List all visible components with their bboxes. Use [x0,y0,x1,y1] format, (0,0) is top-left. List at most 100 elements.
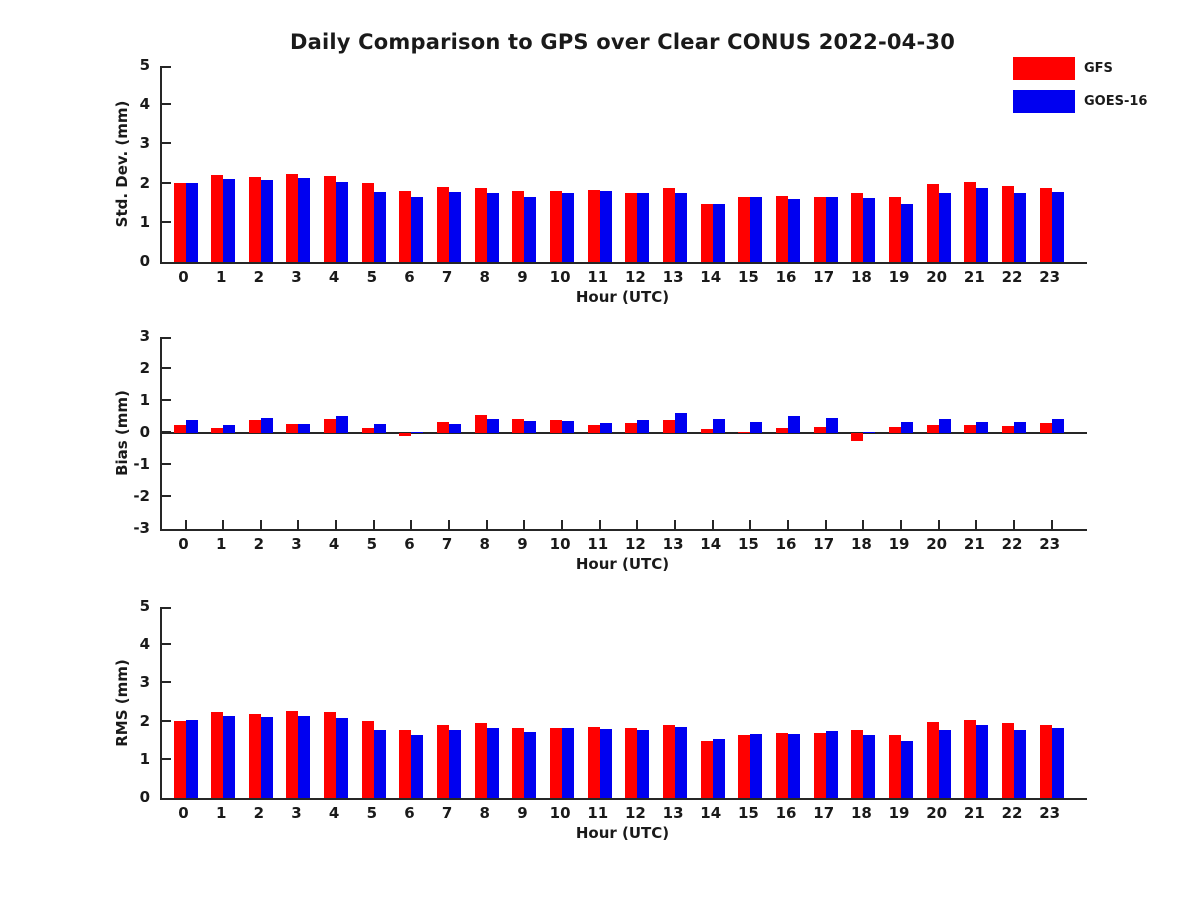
bar-gfs [738,432,751,433]
bar-gfs [587,189,600,262]
x-tick-label: 13 [662,535,684,553]
x-tick-label: 3 [291,535,302,553]
x-tick-label: 12 [624,804,646,822]
bar-goes16 [373,192,386,262]
bar-goes16 [260,179,273,262]
x-tick-label: 15 [737,535,759,553]
bar-gfs [663,725,676,798]
subplot-rms: RMS (mm) Hour (UTC) 0 1 2 3 4 5 0 1 2 3 4 5 6 7 8 9 10 11… [0,599,1200,868]
bar-gfs [361,183,374,262]
bar-gfs [776,428,789,433]
y-tick-label: -1 [133,455,150,473]
bar-goes16 [260,418,273,433]
bar-gfs [399,190,412,262]
y-axis-label-std-dev: Std. Dev. (mm) [113,100,131,228]
bar-goes16 [1051,418,1064,433]
bar-goes16 [486,192,499,262]
bar-gfs [512,728,525,798]
bar-goes16 [750,422,763,433]
bar-gfs [550,419,563,433]
x-tick-label: 6 [404,268,415,286]
bar-goes16 [524,196,537,262]
bar-goes16 [1051,192,1064,262]
bar-gfs [625,728,638,798]
bar-gfs [776,733,789,798]
bar-gfs [474,188,487,262]
x-tick-label: 5 [366,804,378,822]
bar-gfs [550,191,563,262]
x-tick-label: 9 [517,535,528,553]
bar-gfs [738,197,751,262]
x-tick-label: 8 [479,535,490,553]
x-tick-label: 7 [441,804,453,822]
bar-gfs [813,733,826,798]
bar-gfs [926,183,939,262]
bar-goes16 [675,726,688,798]
x-tick-label: 8 [479,804,490,822]
bar-goes16 [712,418,725,433]
y-tick-mark [162,337,171,339]
x-axis-label-rms: Hour (UTC) [575,824,670,842]
y-tick-mark [162,607,171,609]
x-tick-mark [448,520,451,529]
bar-gfs [211,712,224,798]
x-tick-label: 0 [178,535,189,553]
x-tick-label: 19 [888,268,910,286]
bar-gfs [964,182,977,262]
x-tick-label: 6 [404,804,415,822]
y-tick-mark [162,103,171,106]
bar-gfs [512,418,525,433]
bar-gfs [700,204,713,262]
legend-item-goes16: GOES-16 [1013,90,1147,113]
x-tick-label: 19 [888,804,910,822]
bar-goes16 [901,204,914,262]
bar-goes16 [901,740,914,798]
bar-goes16 [863,734,876,798]
x-tick-label: 13 [662,268,684,286]
x-tick-mark [372,520,375,529]
x-tick-mark [862,520,865,529]
x-tick-label: 10 [549,268,571,286]
y-tick-mark [162,643,171,646]
bar-gfs [286,173,299,262]
x-tick-label: 11 [587,535,609,553]
bar-gfs [248,420,261,433]
x-tick-label: 23 [1039,535,1061,553]
y-tick-mark [162,66,171,68]
y-tick-label: 2 [139,359,150,377]
bar-goes16 [976,188,989,262]
bar-gfs [813,197,826,262]
x-tick-label: 23 [1039,268,1061,286]
bar-goes16 [976,422,989,433]
x-tick-label: 11 [587,804,609,822]
bar-gfs [1039,422,1052,433]
bar-goes16 [976,725,989,798]
x-tick-label: 1 [215,804,227,822]
bar-gfs [964,720,977,798]
bar-gfs [964,424,977,433]
x-tick-label: 15 [737,804,759,822]
x-tick-label: 12 [624,535,646,553]
x-tick-mark [900,520,903,529]
bar-gfs [926,425,939,433]
bar-goes16 [336,717,349,798]
y-tick-label: 5 [139,56,150,74]
x-tick-label: 5 [366,535,378,553]
x-tick-mark [787,520,790,529]
bar-goes16 [185,182,198,262]
bar-gfs [700,429,713,433]
x-tick-mark [674,520,677,529]
x-tick-mark [410,520,413,529]
x-tick-label: 12 [624,268,646,286]
x-tick-label: 7 [441,535,453,553]
x-tick-label: 16 [775,535,797,553]
bar-goes16 [223,715,236,798]
x-tick-label: 18 [850,268,872,286]
bar-gfs [776,195,789,262]
y-tick-label: -2 [133,487,150,505]
x-tick-label: 4 [328,535,340,553]
x-tick-mark [1013,520,1016,529]
bar-gfs [587,425,600,433]
bar-gfs [286,710,299,798]
bar-goes16 [223,424,236,433]
